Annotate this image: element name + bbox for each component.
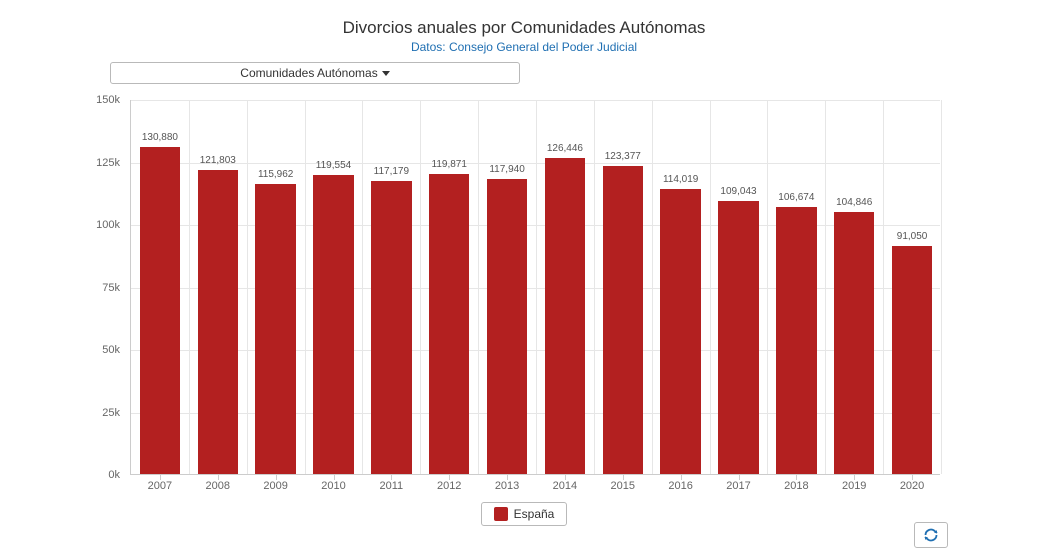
bar-value-label: 117,940	[477, 164, 537, 175]
grid-line-vertical	[767, 100, 768, 474]
bar[interactable]	[198, 170, 239, 475]
y-axis-label: 0k	[80, 469, 120, 481]
bar-value-label: 119,554	[304, 160, 364, 171]
y-axis-label: 50k	[80, 344, 120, 356]
region-dropdown[interactable]: Comunidades Autónomas	[110, 62, 520, 84]
x-axis-label: 2015	[598, 480, 648, 492]
x-axis-label: 2009	[251, 480, 301, 492]
refresh-button[interactable]	[914, 522, 948, 548]
y-axis-label: 25k	[80, 407, 120, 419]
legend-swatch	[494, 507, 508, 521]
chart-container: Divorcios anuales por Comunidades Autóno…	[0, 0, 1048, 555]
bar-value-label: 126,446	[535, 143, 595, 154]
bar-value-label: 91,050	[882, 231, 942, 242]
grid-line-vertical	[883, 100, 884, 474]
x-axis-label: 2019	[829, 480, 879, 492]
grid-line-vertical	[941, 100, 942, 474]
x-axis-label: 2020	[887, 480, 937, 492]
x-axis-label: 2018	[771, 480, 821, 492]
x-axis-label: 2012	[424, 480, 474, 492]
chart-legend: España	[0, 502, 1048, 526]
legend-label: España	[514, 507, 555, 521]
bar-value-label: 106,674	[766, 192, 826, 203]
legend-item-espana[interactable]: España	[481, 502, 568, 526]
grid-line-vertical	[305, 100, 306, 474]
x-axis-label: 2017	[714, 480, 764, 492]
bar[interactable]	[487, 179, 528, 474]
x-axis-label: 2008	[193, 480, 243, 492]
bar[interactable]	[140, 147, 181, 474]
y-axis-label: 100k	[80, 219, 120, 231]
chevron-down-icon	[382, 71, 390, 76]
x-axis-label: 2010	[309, 480, 359, 492]
chart-plot-area: 0k25k50k75k100k125k150k130,8802007121,80…	[130, 100, 940, 475]
bar[interactable]	[660, 189, 701, 474]
grid-line-vertical	[825, 100, 826, 474]
grid-line-vertical	[536, 100, 537, 474]
bar-value-label: 115,962	[246, 169, 306, 180]
refresh-icon	[923, 527, 939, 543]
x-axis-label: 2014	[540, 480, 590, 492]
bar[interactable]	[834, 212, 875, 474]
bar[interactable]	[545, 158, 586, 474]
x-axis-label: 2011	[366, 480, 416, 492]
y-axis-label: 125k	[80, 157, 120, 169]
dropdown-row: Comunidades Autónomas	[0, 62, 1048, 84]
bar[interactable]	[892, 246, 933, 474]
bar-value-label: 114,019	[651, 174, 711, 185]
bar[interactable]	[429, 174, 470, 474]
y-axis-label: 150k	[80, 94, 120, 106]
chart-title: Divorcios anuales por Comunidades Autóno…	[0, 18, 1048, 38]
bar[interactable]	[603, 166, 644, 474]
x-axis-label: 2016	[656, 480, 706, 492]
bar[interactable]	[718, 201, 759, 474]
x-axis-label: 2013	[482, 480, 532, 492]
grid-line-vertical	[362, 100, 363, 474]
region-dropdown-label: Comunidades Autónomas	[240, 66, 377, 80]
x-axis-label: 2007	[135, 480, 185, 492]
grid-line-vertical	[710, 100, 711, 474]
y-axis-label: 75k	[80, 282, 120, 294]
bar-value-label: 117,179	[361, 166, 421, 177]
bar-value-label: 121,803	[188, 155, 248, 166]
bar-value-label: 123,377	[593, 151, 653, 162]
grid-line-vertical	[478, 100, 479, 474]
chart-subtitle: Datos: Consejo General del Poder Judicia…	[0, 40, 1048, 54]
grid-line-vertical	[420, 100, 421, 474]
grid-line-vertical	[247, 100, 248, 474]
bar[interactable]	[313, 175, 354, 474]
bar[interactable]	[255, 184, 296, 474]
bar-value-label: 130,880	[130, 132, 190, 143]
bar-value-label: 109,043	[709, 186, 769, 197]
bar[interactable]	[371, 181, 412, 474]
grid-line-vertical	[652, 100, 653, 474]
bar[interactable]	[776, 207, 817, 474]
bar-value-label: 104,846	[824, 197, 884, 208]
bar-value-label: 119,871	[419, 159, 479, 170]
